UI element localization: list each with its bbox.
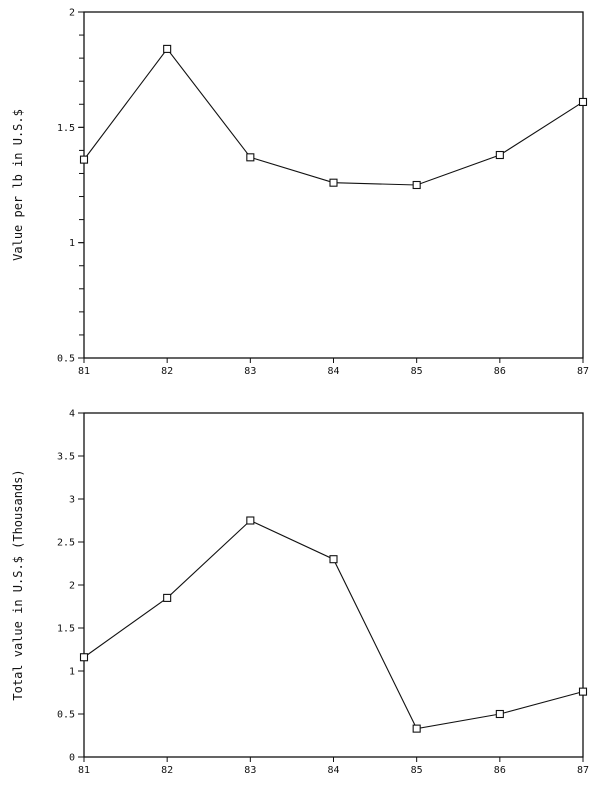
y-tick-label: 1 (69, 667, 75, 678)
y-tick-label: 1.5 (57, 123, 75, 134)
y-tick-label: 2 (69, 8, 75, 19)
chart-2: 0 0.5 1 1.5 2 2.5 3 3.5 4 81 82 83 84 85 86 87 Total val… (11, 409, 589, 777)
data-point-marker (495, 150, 504, 160)
data-point-marker (163, 593, 172, 602)
x-tick-label: 81 (78, 366, 90, 377)
data-point-marker (329, 555, 338, 564)
x-tick-label: 84 (327, 366, 339, 377)
x-tick-label: 83 (244, 366, 256, 377)
series-line (83, 519, 584, 730)
y-tick-label: 0.5 (57, 710, 75, 721)
data-point-marker (79, 155, 89, 164)
x-tick-label: 82 (161, 765, 173, 776)
data-point-marker (495, 709, 504, 719)
x-tick-label: 81 (78, 765, 90, 776)
y-tick-label: 3 (69, 495, 75, 506)
data-point-marker (79, 653, 89, 662)
data-point-marker (412, 724, 421, 733)
x-tick-label: 85 (411, 765, 423, 776)
data-point-marker (578, 97, 588, 107)
data-point-marker (578, 687, 588, 696)
data-point-marker (329, 178, 338, 187)
y-tick-label: 1 (69, 238, 75, 249)
data-point-marker (246, 153, 255, 162)
data-point-marker (246, 516, 255, 525)
y-tick-label: 2 (69, 581, 75, 592)
data-point-marker (163, 44, 172, 53)
y-tick-label: 1.5 (57, 624, 75, 635)
y-tick-label: 2.5 (57, 538, 75, 549)
y-axis-label: Total value in U.S.$ (Thousands) (11, 469, 25, 700)
y-tick-label: 3.5 (57, 452, 75, 463)
x-tick-label: 84 (327, 765, 339, 776)
y-tick-label: 0 (69, 753, 75, 764)
y-tick-label: 4 (69, 409, 75, 420)
x-tick-label: 86 (494, 366, 506, 377)
plot-frame (83, 412, 584, 758)
y-axis-label: Value per lb in U.S.$ (11, 109, 25, 261)
y-tick-label: 0.5 (57, 354, 75, 365)
x-tick-label: 85 (411, 366, 423, 377)
x-tick-label: 82 (161, 366, 173, 377)
chart-1: 0.5 1 1.5 2 81 82 83 84 85 86 87 Value per lb in U.… (11, 8, 589, 378)
x-tick-label: 87 (577, 765, 589, 776)
data-point-marker (412, 180, 421, 190)
x-tick-label: 87 (577, 366, 589, 377)
series-line (83, 47, 584, 186)
x-tick-label: 86 (494, 765, 506, 776)
x-tick-label: 83 (244, 765, 256, 776)
